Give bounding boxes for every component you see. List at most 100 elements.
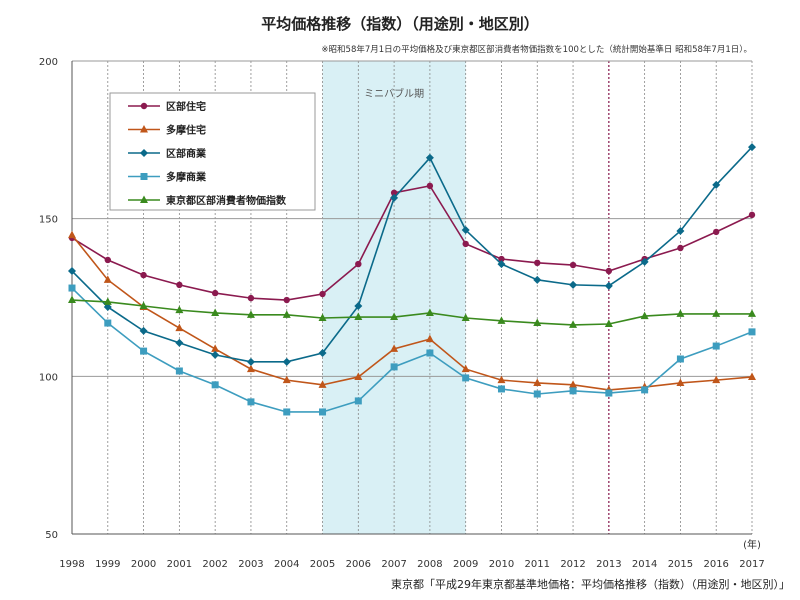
x-tick-label: 2010 bbox=[489, 559, 514, 570]
data-point bbox=[103, 297, 112, 305]
data-point bbox=[605, 389, 613, 397]
data-point bbox=[534, 259, 541, 267]
data-point bbox=[354, 312, 363, 321]
x-tick-label: 2004 bbox=[274, 559, 299, 570]
data-point bbox=[497, 316, 506, 324]
data-point bbox=[103, 302, 112, 311]
data-point bbox=[390, 189, 398, 197]
x-tick-label: 2013 bbox=[596, 559, 621, 570]
y-tick-label: 50 bbox=[45, 530, 58, 541]
data-point bbox=[605, 267, 613, 275]
data-point bbox=[533, 390, 541, 398]
data-point bbox=[748, 372, 756, 380]
data-point bbox=[676, 355, 684, 363]
series-line bbox=[71, 234, 753, 391]
x-tick-label: 2001 bbox=[167, 559, 192, 570]
data-point bbox=[68, 295, 76, 304]
legend-marker bbox=[140, 173, 148, 180]
data-point bbox=[604, 281, 613, 290]
x-tick-label: 2003 bbox=[238, 559, 263, 570]
data-point bbox=[533, 318, 542, 327]
data-point bbox=[748, 143, 756, 152]
data-point bbox=[175, 323, 184, 332]
data-point bbox=[283, 296, 290, 304]
x-tick-label: 2014 bbox=[632, 559, 657, 570]
data-point bbox=[604, 319, 613, 327]
data-point bbox=[462, 374, 470, 382]
series-line bbox=[71, 287, 753, 413]
x-tick-label: 2000 bbox=[131, 559, 156, 570]
data-point bbox=[355, 260, 362, 268]
data-point bbox=[497, 260, 506, 269]
legend-box bbox=[109, 92, 316, 211]
data-point bbox=[498, 255, 505, 263]
data-point bbox=[533, 378, 542, 386]
data-point bbox=[139, 326, 148, 335]
series-4 bbox=[68, 295, 756, 328]
data-point bbox=[211, 344, 220, 352]
data-point bbox=[282, 310, 291, 318]
x-tick-label: 2015 bbox=[668, 559, 693, 570]
x-unit-label: (年) bbox=[743, 538, 761, 551]
data-point bbox=[712, 342, 720, 350]
data-point bbox=[569, 387, 577, 395]
data-point bbox=[461, 313, 470, 321]
data-point bbox=[175, 367, 183, 375]
legend-marker bbox=[140, 195, 148, 203]
data-point bbox=[175, 305, 184, 314]
legend-marker bbox=[140, 149, 148, 157]
legend-label: 区部住宅 bbox=[166, 100, 206, 113]
x-tick-label: 1998 bbox=[59, 559, 84, 570]
data-point bbox=[247, 398, 255, 406]
data-point bbox=[139, 301, 148, 310]
x-tick-label: 2002 bbox=[202, 559, 227, 570]
data-point bbox=[211, 289, 219, 297]
x-tick-label: 2005 bbox=[310, 559, 335, 570]
data-point bbox=[68, 267, 76, 276]
legend-label: 区部商業 bbox=[166, 147, 207, 160]
x-tick-label: 2012 bbox=[560, 559, 585, 570]
data-point bbox=[390, 344, 399, 352]
data-point bbox=[246, 357, 255, 366]
legend-label: 多摩商業 bbox=[166, 171, 207, 184]
data-point bbox=[533, 275, 542, 284]
data-point bbox=[246, 364, 255, 373]
data-point bbox=[461, 364, 470, 373]
data-point bbox=[68, 284, 76, 292]
data-point bbox=[104, 319, 112, 327]
data-point bbox=[319, 290, 326, 298]
data-point bbox=[569, 280, 578, 289]
x-tick-label: 2008 bbox=[417, 559, 442, 570]
data-point bbox=[676, 378, 685, 386]
series-0 bbox=[68, 182, 756, 304]
data-point bbox=[211, 381, 219, 389]
data-point bbox=[426, 349, 434, 357]
data-point bbox=[748, 328, 756, 336]
data-point bbox=[318, 380, 327, 388]
data-point bbox=[461, 226, 470, 235]
data-point bbox=[246, 310, 255, 318]
data-point bbox=[390, 312, 399, 321]
data-point bbox=[282, 357, 291, 366]
y-tick-label: 200 bbox=[39, 57, 58, 68]
data-point bbox=[677, 244, 684, 252]
chart-title: 平均価格推移（指数）（用途別・地区別） bbox=[261, 15, 539, 33]
data-point bbox=[676, 309, 685, 317]
data-point bbox=[247, 294, 255, 302]
data-point bbox=[140, 347, 148, 355]
data-point bbox=[390, 193, 399, 202]
x-tick-label: 2011 bbox=[525, 559, 550, 570]
data-point bbox=[497, 385, 505, 393]
x-tick-label: 2009 bbox=[453, 559, 478, 570]
series-line bbox=[71, 299, 752, 326]
data-point bbox=[282, 375, 291, 384]
data-point bbox=[68, 230, 76, 239]
x-tick-label: 2017 bbox=[739, 559, 764, 570]
data-point bbox=[712, 180, 721, 189]
data-point bbox=[211, 308, 220, 316]
data-point bbox=[425, 153, 434, 162]
x-tick-label: 2016 bbox=[703, 559, 728, 570]
data-point bbox=[712, 375, 721, 384]
data-point bbox=[175, 338, 184, 347]
series-line bbox=[71, 184, 753, 301]
